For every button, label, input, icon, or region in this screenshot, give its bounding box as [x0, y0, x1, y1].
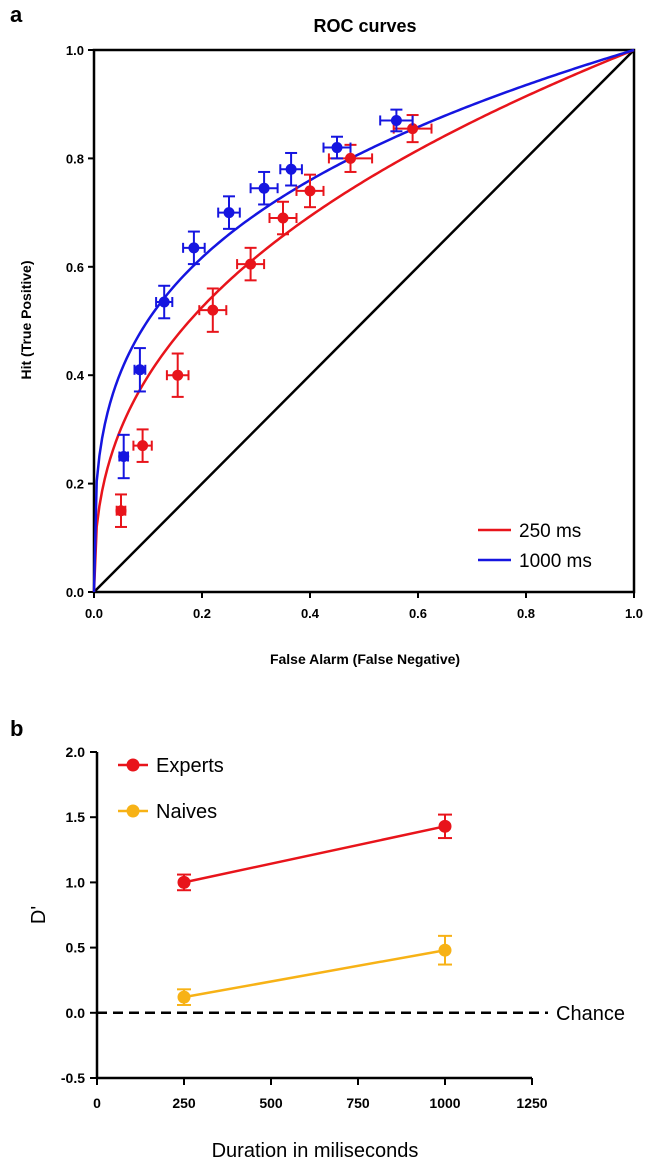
y-tick-label: 1.5	[66, 809, 86, 825]
data-point	[177, 875, 191, 889]
x-tick-label: 0.2	[193, 606, 211, 621]
data-point	[277, 212, 289, 224]
y-tick-label: 0.5	[66, 940, 86, 956]
y-tick-label: 0.0	[66, 1005, 86, 1021]
data-point	[438, 943, 452, 957]
data-point	[331, 142, 343, 154]
y-tick-label: 0.8	[66, 151, 84, 166]
x-tick-label: 1000	[429, 1095, 460, 1111]
data-point	[115, 505, 127, 517]
legend-label: 250 ms	[519, 521, 581, 542]
y-tick-label: 0.0	[66, 585, 84, 600]
data-point	[304, 185, 316, 197]
chance-label: Chance	[556, 1003, 625, 1025]
data-point	[118, 451, 130, 462]
data-point	[390, 114, 402, 126]
series-line-naives	[183, 948, 446, 999]
y-tick-label: 1.0	[66, 43, 84, 58]
chart-a-frame	[92, 48, 636, 594]
data-point	[188, 242, 200, 254]
x-tick-label: 0.6	[409, 606, 427, 621]
x-tick-label: 1.0	[625, 606, 643, 621]
data-point	[438, 819, 452, 833]
legend-marker	[126, 804, 140, 818]
chart-b-ylabel: D'	[28, 906, 50, 924]
data-point	[245, 258, 257, 270]
panel-a-label: a	[10, 2, 23, 27]
y-tick-label: 1.0	[66, 874, 86, 890]
data-point	[177, 990, 191, 1004]
legend-label: Naives	[156, 801, 217, 823]
panel-b-label: b	[10, 716, 23, 741]
x-tick-label: 0.8	[517, 606, 535, 621]
series-line-experts	[183, 825, 446, 884]
x-tick-label: 250	[172, 1095, 196, 1111]
legend-marker	[126, 758, 140, 772]
chart-a-title: ROC curves	[313, 16, 416, 36]
data-point	[158, 296, 170, 308]
panel-a: a ROC curves False Alarm (False Negative…	[10, 2, 643, 667]
panel-b: b Duration in miliseconds D' 0 250 500 750 1…	[10, 716, 625, 1161]
x-tick-label: 0.0	[85, 606, 103, 621]
data-point	[137, 440, 149, 452]
data-point	[172, 369, 184, 381]
legend-label: 1000 ms	[519, 551, 592, 572]
roc-fit-curve-1000ms	[92, 48, 635, 593]
data-point	[345, 152, 356, 164]
chart-b-xlabel: Duration in miliseconds	[212, 1140, 419, 1161]
y-tick-label: 0.2	[66, 477, 84, 492]
chart-a-ylabel: Hit (True Positive)	[18, 260, 34, 379]
y-tick-label: 2.0	[66, 744, 86, 760]
chance-diagonal	[93, 49, 635, 593]
y-tick-label: 0.6	[66, 260, 84, 275]
x-tick-label: 0.4	[301, 606, 320, 621]
y-tick-label: -0.5	[61, 1070, 85, 1086]
chart-a-xlabel: False Alarm (False Negative)	[270, 651, 460, 667]
y-tick-label: 0.4	[66, 368, 85, 383]
data-point	[134, 364, 146, 376]
roc-fit-curve-250ms	[92, 48, 635, 593]
data-point	[223, 207, 235, 219]
data-point	[258, 182, 270, 194]
x-tick-label: 500	[259, 1095, 283, 1111]
data-point	[407, 123, 419, 135]
x-tick-label: 1250	[516, 1095, 547, 1111]
legend-label: Experts	[156, 755, 224, 777]
x-tick-label: 0	[93, 1095, 101, 1111]
x-tick-label: 750	[346, 1095, 370, 1111]
data-point	[207, 304, 219, 316]
data-point	[285, 163, 297, 175]
